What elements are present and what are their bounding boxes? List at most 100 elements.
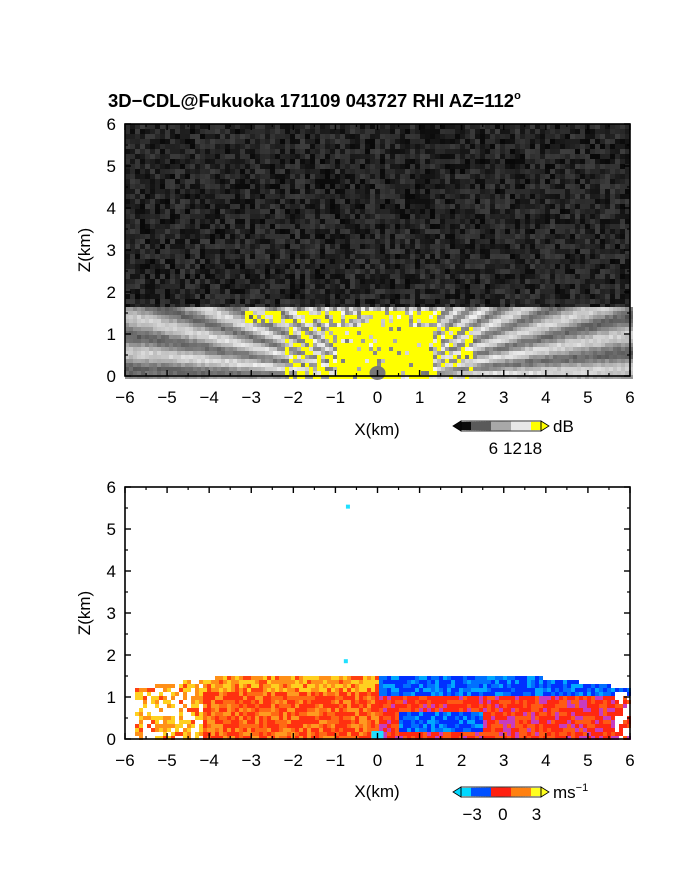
noise-cell (135, 174, 140, 179)
layer-cell (145, 335, 149, 339)
noise-cell (420, 214, 425, 219)
noise-cell (615, 239, 620, 244)
noise-cell (255, 169, 260, 174)
noise-cell (430, 174, 435, 179)
noise-cell (585, 299, 590, 304)
noise-cell (525, 294, 530, 299)
noise-cell (615, 144, 620, 149)
noise-cell (515, 214, 520, 219)
noise-cell (245, 289, 250, 294)
noise-cell (550, 164, 555, 169)
layer-cell (149, 307, 153, 311)
noise-cell (130, 229, 135, 234)
noise-cell (510, 129, 515, 134)
noise-cell (440, 259, 445, 264)
noise-cell (390, 294, 395, 299)
noise-cell (360, 184, 365, 189)
noise-cell (425, 219, 430, 224)
noise-cell (575, 284, 580, 289)
noise-cell (250, 174, 255, 179)
noise-cell (495, 154, 500, 159)
noise-cell (625, 299, 630, 304)
layer-cell (337, 323, 341, 327)
noise-cell (415, 164, 420, 169)
noise-cell (465, 209, 470, 214)
noise-cell (285, 229, 290, 234)
layer-cell (485, 331, 489, 335)
layer-cell (257, 315, 261, 319)
noise-cell (380, 214, 385, 219)
noise-cell (320, 129, 325, 134)
noise-cell (130, 124, 135, 129)
noise-cell (170, 254, 175, 259)
noise-cell (220, 194, 225, 199)
layer-cell (409, 319, 413, 323)
noise-cell (220, 269, 225, 274)
layer-cell (353, 311, 357, 315)
noise-cell (545, 169, 550, 174)
noise-cell (515, 154, 520, 159)
noise-cell (435, 279, 440, 284)
noise-cell (425, 249, 430, 254)
noise-cell (535, 274, 540, 279)
noise-cell (370, 229, 375, 234)
noise-cell (215, 144, 220, 149)
noise-cell (625, 274, 630, 279)
layer-cell (345, 335, 349, 339)
layer-cell (325, 335, 329, 339)
noise-cell (445, 199, 450, 204)
layer-cell (421, 331, 425, 335)
noise-cell (230, 204, 235, 209)
layer-cell (373, 339, 377, 343)
noise-cell (475, 144, 480, 149)
noise-cell (425, 294, 430, 299)
noise-cell (440, 249, 445, 254)
layer-cell (209, 311, 213, 315)
noise-cell (550, 174, 555, 179)
noise-cell (340, 179, 345, 184)
noise-cell (185, 164, 190, 169)
noise-cell (180, 124, 185, 129)
noise-cell (570, 164, 575, 169)
layer-cell (421, 315, 425, 319)
noise-cell (225, 279, 230, 284)
noise-cell (245, 209, 250, 214)
layer-cell (429, 323, 433, 327)
noise-cell (385, 229, 390, 234)
layer-cell (581, 319, 585, 323)
noise-cell (595, 154, 600, 159)
noise-cell (295, 229, 300, 234)
layer-cell (321, 339, 325, 343)
noise-cell (445, 169, 450, 174)
noise-cell (350, 159, 355, 164)
noise-cell (305, 214, 310, 219)
noise-cell (330, 129, 335, 134)
layer-cell (621, 315, 625, 319)
noise-cell (290, 124, 295, 129)
noise-cell (540, 304, 545, 309)
noise-cell (510, 199, 515, 204)
layer-cell (253, 331, 257, 335)
layer-cell (221, 315, 225, 319)
noise-cell (470, 189, 475, 194)
layer-cell (229, 319, 233, 323)
noise-cell (545, 254, 550, 259)
layer-cell (453, 343, 457, 347)
noise-cell (270, 154, 275, 159)
noise-cell (430, 249, 435, 254)
noise-cell (495, 284, 500, 289)
noise-cell (610, 124, 615, 129)
layer-cell (357, 307, 361, 311)
layer-cell (413, 307, 417, 311)
noise-cell (310, 164, 315, 169)
noise-cell (510, 279, 515, 284)
noise-cell (210, 259, 215, 264)
noise-cell (430, 134, 435, 139)
noise-cell (470, 184, 475, 189)
noise-cell (140, 154, 145, 159)
layer-cell (329, 331, 333, 335)
noise-cell (600, 149, 605, 154)
noise-cell (195, 229, 200, 234)
noise-cell (420, 239, 425, 244)
layer-cell (205, 319, 209, 323)
